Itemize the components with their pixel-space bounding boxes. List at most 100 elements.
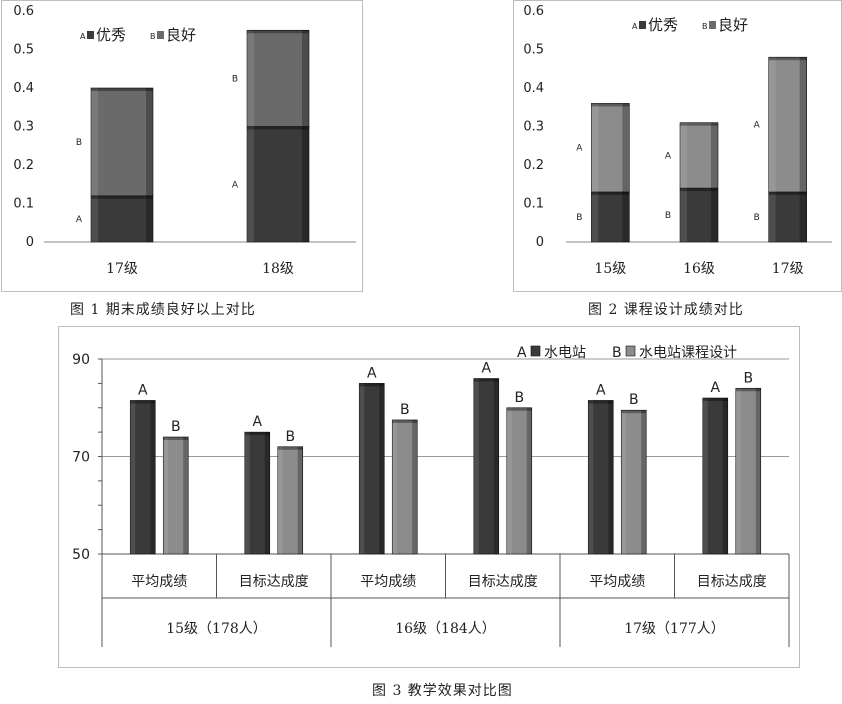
chart1-ytick-label: 0.4	[13, 81, 34, 96]
chart1-legend-swatch	[157, 31, 164, 39]
chart1-bar-优秀	[246, 126, 310, 243]
chart3-ytick-label: 90	[72, 352, 90, 368]
chart3-legend-label: 水电站	[544, 345, 586, 361]
chart2-bar-优秀-bevel-top	[768, 191, 807, 195]
chart3-bar-水电站-bevel-right	[608, 400, 614, 554]
chart3-bar-水电站-bevel-left	[588, 400, 594, 554]
chart3-bar-水电站-bevel-top	[359, 383, 385, 387]
chart1-bar-优秀-bevel-left	[247, 126, 254, 242]
chart3-group-label: 15级（178人）	[166, 621, 267, 637]
chart1-bar-良好	[90, 87, 154, 197]
chart3-bar-水电站课程设计	[277, 446, 304, 555]
chart1-ytick-label: 0.6	[13, 4, 34, 19]
chart1-bar-letter: A	[76, 215, 83, 225]
chart2-legend-letter: A	[632, 22, 638, 31]
chart3-bar-水电站	[473, 378, 500, 555]
chart2-bar-优秀	[679, 187, 719, 243]
chart2-bar-优秀-bevel-top	[591, 191, 630, 195]
chart3-legend-letter: B	[612, 345, 622, 361]
chart2-bar-良好	[679, 122, 719, 189]
chart2-bar-良好-bevel-top	[591, 103, 630, 107]
chart1-bar-优秀-bevel-right	[302, 126, 309, 242]
chart2-bar-letter: B	[754, 213, 760, 223]
chart3-legend-letter: A	[517, 345, 527, 361]
chart3-bar-letter: A	[367, 365, 377, 381]
chart1-bar-良好-bevel-left	[91, 88, 98, 196]
chart3-bar-水电站课程设计-bevel-right	[412, 419, 418, 554]
chart2-bar-良好-body	[591, 103, 630, 193]
chart3-bar-水电站课程设计-bevel-right	[183, 437, 189, 554]
chart1-category-label: 17级	[106, 261, 138, 277]
chart2-bar-优秀-body	[679, 187, 719, 243]
chart1-bar-优秀-body	[246, 126, 310, 243]
chart2-bar-良好	[768, 56, 807, 193]
chart3-bar-letter: A	[596, 382, 606, 398]
chart1-bar-优秀-bevel-top	[91, 195, 153, 199]
chart1-bar-良好-bevel-top	[247, 30, 309, 34]
chart2-bar-优秀-bevel-top	[680, 188, 718, 192]
chart3-bar-水电站课程设计	[620, 409, 647, 555]
chart3-bar-水电站	[358, 383, 385, 555]
chart1-bar-letter: B	[232, 74, 238, 84]
chart3-category-label: 目标达成度	[468, 574, 538, 590]
chart3-category-label: 平均成绩	[360, 574, 416, 590]
chart3-bar-letter: B	[285, 429, 295, 445]
chart2-bar-良好-bevel-top	[768, 57, 807, 61]
chart3-bar-水电站课程设计-body	[162, 436, 189, 555]
chart3-bar-水电站课程设计-bevel-left	[277, 446, 283, 554]
chart1-bar-良好-body	[246, 29, 310, 127]
chart3-group-label: 16级（184人）	[395, 621, 496, 637]
chart2-bar-优秀-bevel-right	[799, 191, 807, 242]
chart3-bar-水电站-bevel-left	[359, 383, 365, 554]
chart2-bar-优秀-body	[768, 191, 807, 243]
chart2-bar-优秀	[768, 191, 807, 243]
chart2-bar-letter: B	[576, 213, 582, 223]
chart2-panel: 0 0.1 0.2 0.3 0.4 0.5 0.6 B A 15级 B A 16级 B A 17级 A 优秀 B 良好	[513, 0, 842, 292]
chart3-bar-水电站-bevel-top	[588, 400, 614, 404]
chart2-bar-优秀-bevel-left	[591, 191, 599, 242]
chart2-bar-良好-bevel-top	[680, 122, 718, 126]
chart3-bar-水电站-body	[473, 378, 500, 555]
figure2-caption: 图 2 课程设计成绩对比	[588, 302, 744, 318]
chart3-bar-letter: B	[171, 419, 181, 435]
chart2-bar-良好-bevel-right	[799, 57, 807, 192]
chart3-bar-水电站课程设计-bevel-right	[526, 407, 532, 554]
chart3-bar-水电站课程设计-body	[277, 446, 304, 555]
chart3-bar-letter: A	[710, 380, 720, 396]
chart2-bar-优秀-bevel-right	[622, 191, 630, 242]
chart3-bar-水电站-bevel-left	[244, 432, 250, 554]
chart1-bar-优秀	[90, 195, 154, 243]
chart3-bar-水电站课程设计-bevel-left	[506, 407, 512, 554]
chart3-bar-水电站-body	[244, 431, 271, 555]
chart3-bar-水电站课程设计-bevel-left	[392, 419, 398, 554]
chart1-bar-优秀-body	[90, 195, 154, 243]
chart3-bar-水电站课程设计-bevel-right	[297, 446, 303, 554]
chart3-bar-水电站课程设计-body	[735, 387, 762, 555]
chart1-bar-良好-bevel-right	[302, 30, 309, 127]
chart3-bar-letter: B	[629, 392, 639, 408]
chart3-bar-水电站	[244, 431, 271, 555]
chart2-legend-swatch	[709, 21, 716, 29]
chart3-bar-水电站课程设计-bevel-right	[641, 410, 647, 554]
chart1-bar-良好-bevel-right	[146, 88, 153, 196]
chart3-legend-swatch	[530, 345, 541, 357]
chart3-bar-水电站-bevel-right	[493, 378, 499, 554]
chart2-bar-良好-bevel-left	[680, 122, 687, 189]
chart3-bar-水电站课程设计	[735, 387, 762, 555]
chart1-legend-swatch	[87, 31, 94, 39]
chart2-bar-letter: B	[665, 211, 671, 221]
chart3-legend-swatch	[625, 345, 636, 357]
chart2-bar-letter: A	[665, 151, 672, 161]
chart3-bar-水电站课程设计	[162, 436, 189, 555]
chart2-ytick-label: 0.4	[523, 81, 544, 96]
chart1-svg: 0 0.1 0.2 0.3 0.4 0.5 0.6 A B 17级 A B 18级 A 优秀 B 良好	[13, 4, 356, 277]
chart1-ytick-label: 0.3	[13, 120, 34, 135]
chart2-bar-letter: A	[754, 121, 761, 131]
chart1-category-label: 18级	[262, 261, 294, 277]
chart2-bar-优秀-bevel-left	[768, 191, 776, 242]
chart3-bar-水电站-body	[358, 383, 385, 555]
chart3-bar-水电站-bevel-right	[379, 383, 385, 554]
chart1-bar-优秀-bevel-left	[91, 195, 98, 242]
chart1-panel: 0 0.1 0.2 0.3 0.4 0.5 0.6 A B 17级 A B 18级 A 优秀 B 良好	[1, 0, 363, 292]
chart1-legend-label: 优秀	[96, 26, 126, 44]
